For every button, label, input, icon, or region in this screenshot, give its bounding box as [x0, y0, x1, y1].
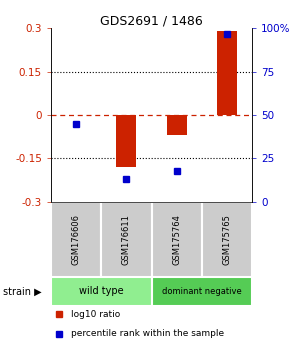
Text: GSM175764: GSM175764 — [172, 214, 181, 265]
Title: GDS2691 / 1486: GDS2691 / 1486 — [100, 14, 203, 27]
Bar — [101, 202, 152, 277]
Bar — [51, 202, 101, 277]
Text: log10 ratio: log10 ratio — [71, 309, 120, 319]
Text: percentile rank within the sample: percentile rank within the sample — [71, 330, 224, 338]
Bar — [152, 277, 252, 306]
Text: strain ▶: strain ▶ — [3, 286, 42, 296]
Text: wild type: wild type — [79, 286, 124, 296]
Text: dominant negative: dominant negative — [162, 287, 242, 296]
Text: GSM176606: GSM176606 — [72, 214, 81, 265]
Bar — [152, 202, 202, 277]
Bar — [51, 277, 152, 306]
Bar — [167, 115, 187, 135]
Text: GSM176611: GSM176611 — [122, 214, 131, 265]
Bar — [202, 202, 252, 277]
Bar — [217, 31, 237, 115]
Text: GSM175765: GSM175765 — [222, 214, 231, 265]
Bar — [116, 115, 136, 167]
